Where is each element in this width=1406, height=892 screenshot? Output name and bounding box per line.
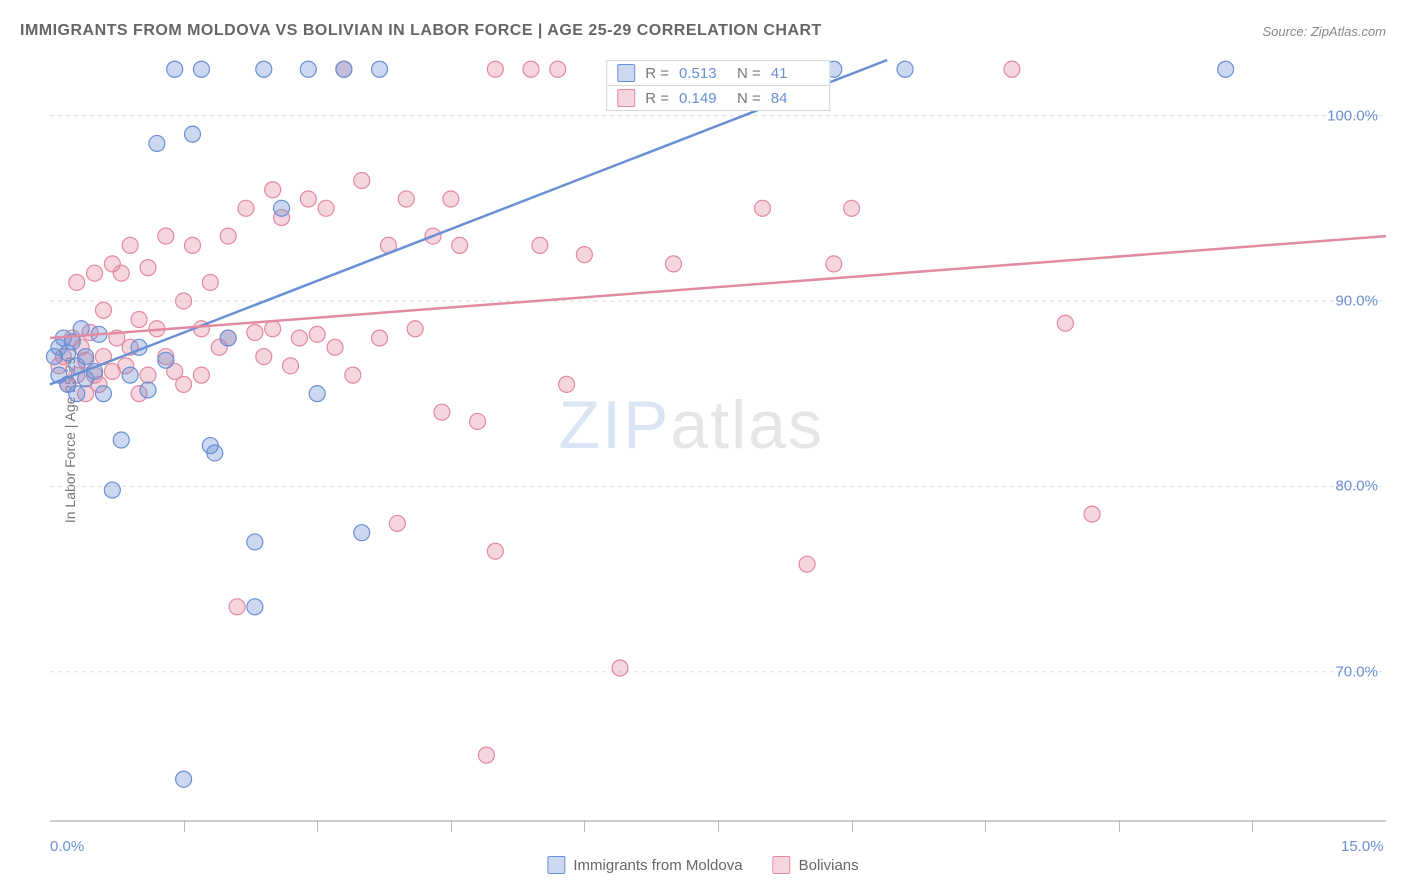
y-tick-label: 70.0% — [1335, 663, 1378, 680]
n-label-2: N = — [737, 90, 761, 107]
x-tick — [451, 820, 452, 832]
x-tick — [1119, 820, 1120, 832]
n-value-1: 41 — [771, 65, 819, 82]
x-tick — [584, 820, 585, 832]
x-tick — [852, 820, 853, 832]
source-label: Source: ZipAtlas.com — [1262, 24, 1386, 39]
legend-swatch-moldova — [547, 856, 565, 874]
x-tick — [718, 820, 719, 832]
chart-svg — [50, 60, 1386, 820]
n-value-2: 84 — [771, 90, 819, 107]
swatch-moldova — [617, 64, 635, 82]
plot-area: In Labor Force | Age 25-29 ZIPatlas R = … — [50, 60, 1386, 822]
y-tick-label: 80.0% — [1335, 478, 1378, 495]
legend-label-bolivians: Bolivians — [799, 857, 859, 874]
corr-row-moldova: R = 0.513 N = 41 — [606, 60, 830, 86]
legend-swatch-bolivians — [773, 856, 791, 874]
r-value-2: 0.149 — [679, 90, 727, 107]
y-tick-label: 100.0% — [1327, 107, 1378, 124]
chart-title: IMMIGRANTS FROM MOLDOVA VS BOLIVIAN IN L… — [20, 22, 822, 40]
r-label-1: R = — [645, 65, 669, 82]
x-tick-label: 0.0% — [50, 838, 84, 855]
corr-row-bolivians: R = 0.149 N = 84 — [606, 86, 830, 111]
legend-item-moldova: Immigrants from Moldova — [547, 856, 742, 874]
x-tick — [985, 820, 986, 832]
correlation-box: R = 0.513 N = 41 R = 0.149 N = 84 — [606, 60, 830, 111]
swatch-bolivians — [617, 89, 635, 107]
legend-label-moldova: Immigrants from Moldova — [573, 857, 742, 874]
x-tick-label: 15.0% — [1341, 838, 1384, 855]
r-label-2: R = — [645, 90, 669, 107]
n-label-1: N = — [737, 65, 761, 82]
x-tick — [317, 820, 318, 832]
x-tick — [184, 820, 185, 832]
y-tick-label: 90.0% — [1335, 292, 1378, 309]
legend: Immigrants from Moldova Bolivians — [547, 856, 858, 874]
r-value-1: 0.513 — [679, 65, 727, 82]
x-tick — [1252, 820, 1253, 832]
legend-item-bolivians: Bolivians — [773, 856, 859, 874]
